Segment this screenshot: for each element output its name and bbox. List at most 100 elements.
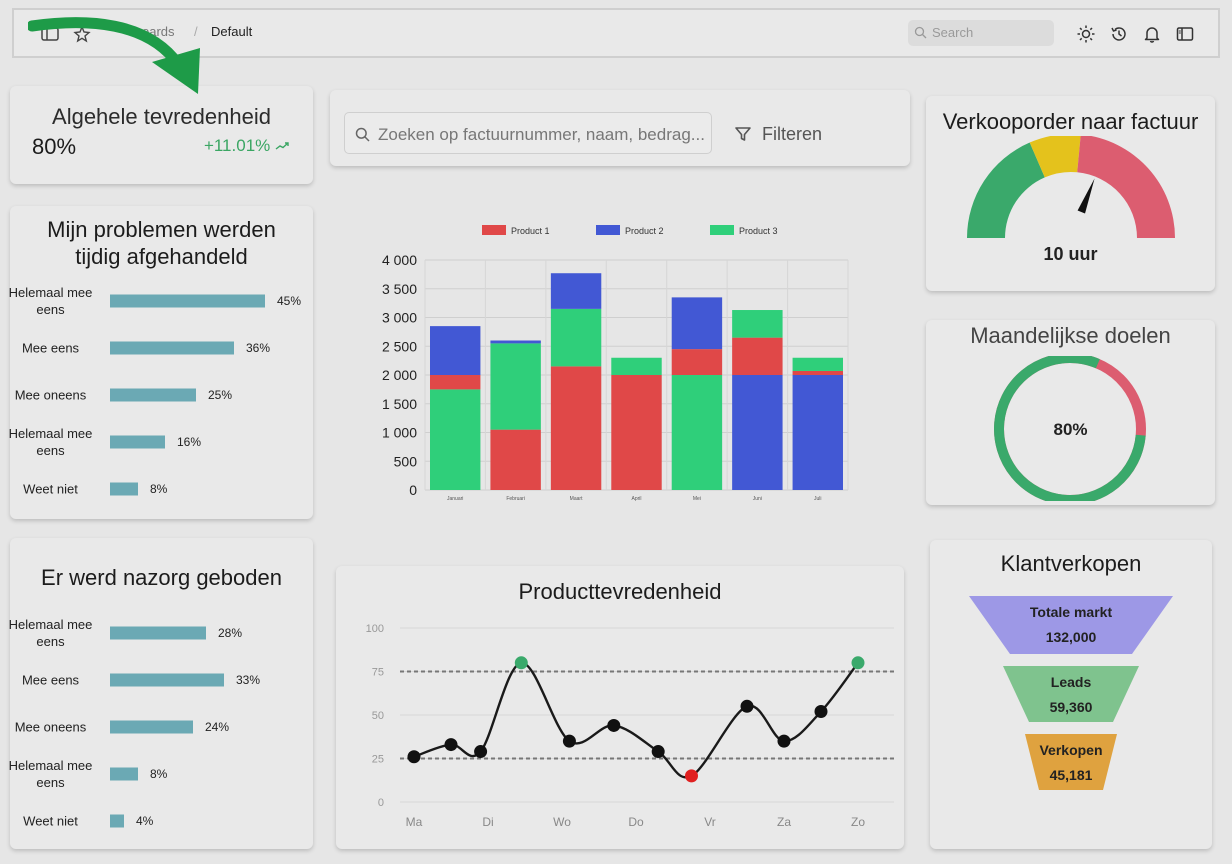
issues-row: Helemaal mee eens 45% bbox=[9, 281, 310, 321]
aftercare-row-percent: 28% bbox=[218, 626, 243, 640]
bar-segment bbox=[430, 389, 481, 490]
invoice-search-input[interactable]: Zoeken op factuurnummer, naam, bedrag... bbox=[344, 112, 712, 154]
top-bar: oards / Default Search bbox=[12, 8, 1220, 58]
issues-row-bar bbox=[110, 482, 138, 496]
bar-segment bbox=[732, 310, 783, 338]
funnel-stage bbox=[969, 596, 1173, 654]
legend-label: Product 1 bbox=[511, 226, 550, 236]
y-tick-label: 4 000 bbox=[382, 252, 417, 268]
sales-funnel bbox=[969, 596, 1173, 790]
x-tick-label: Ma bbox=[406, 815, 423, 829]
aftercare-row-label: Mee oneens bbox=[14, 719, 87, 735]
bar-segment bbox=[550, 366, 602, 490]
order-to-invoice-card: Verkooporder naar factuur 10 uur bbox=[926, 96, 1215, 291]
invoice-search-placeholder: Zoeken op factuurnummer, naam, bedrag... bbox=[378, 125, 705, 144]
issues-row-percent: 8% bbox=[150, 482, 168, 496]
funnel-stage-label: Totale markt bbox=[1029, 604, 1113, 620]
bar-segment bbox=[792, 357, 843, 371]
stacked-bar-chart: Product 1 Product 2 Product 3 0 500 1 000 1 50… bbox=[382, 225, 849, 502]
x-tick-label: Juni bbox=[753, 496, 762, 502]
y-tick-label: 1 500 bbox=[382, 396, 417, 412]
bar-segment bbox=[732, 375, 783, 490]
order-to-invoice-title: Verkooporder naar factuur bbox=[942, 109, 1199, 134]
issues-row: Mee eens 36% bbox=[10, 328, 310, 368]
x-tick-label: Maart bbox=[570, 496, 583, 502]
legend-label: Product 2 bbox=[625, 226, 664, 236]
issues-row-label: Mee oneens bbox=[14, 387, 87, 403]
order-gauge bbox=[967, 136, 1175, 238]
gauge-segment bbox=[967, 142, 1045, 238]
issues-row-bar bbox=[110, 435, 165, 449]
bar-segment bbox=[490, 340, 541, 344]
data-point bbox=[474, 745, 488, 759]
aftercare-row-label: Helemaal mee eens bbox=[8, 617, 93, 649]
issues-row-percent: 36% bbox=[246, 341, 271, 355]
issues-row: Mee oneens 25% bbox=[10, 375, 310, 415]
panel-icon[interactable] bbox=[1175, 24, 1195, 44]
aftercare-title: Er werd nazorg geboden bbox=[41, 565, 282, 590]
product-satisfaction-card: Producttevredenheid 0 25 50 75 100 Ma Di Wo Do Vr… bbox=[336, 566, 904, 849]
history-icon[interactable] bbox=[1109, 24, 1129, 44]
data-point bbox=[685, 769, 698, 783]
funnel-stage-label: Verkopen bbox=[1039, 742, 1103, 758]
data-point bbox=[740, 699, 754, 713]
aftercare-row-bar bbox=[110, 673, 224, 687]
y-tick-label: 3 000 bbox=[382, 310, 417, 326]
issues-row: Helemaal mee eens 16% bbox=[9, 422, 310, 462]
gauge-label: 10 uur bbox=[1043, 244, 1098, 264]
aftercare-row: Weet niet 4% bbox=[10, 801, 310, 841]
monthly-goals-donut bbox=[994, 356, 1146, 501]
funnel-stage-value: 59,360 bbox=[1049, 699, 1093, 715]
overall-satisfaction-delta: +11.01% bbox=[204, 136, 289, 156]
aftercare-row-bar bbox=[110, 814, 124, 828]
overall-satisfaction-card: Algehele tevredenheid 80% +11.01% bbox=[10, 86, 313, 184]
filter-button[interactable]: Filteren bbox=[735, 124, 822, 145]
monthly-goals-title: Maandelijkse doelen bbox=[970, 323, 1171, 348]
bar-segment bbox=[792, 370, 843, 375]
breadcrumb-current: Default bbox=[211, 24, 253, 39]
bar-segment bbox=[732, 337, 783, 375]
aftercare-row: Mee eens 33% bbox=[10, 660, 310, 700]
x-tick-label: Di bbox=[482, 815, 493, 829]
aftercare-row-bar bbox=[110, 626, 206, 640]
x-tick-label: April bbox=[631, 496, 641, 502]
customer-sales-card: Klantverkopen Totale markt 132,000 Leads 59… bbox=[930, 540, 1212, 849]
data-point bbox=[607, 718, 621, 732]
search-input[interactable]: Search bbox=[908, 20, 1054, 46]
x-tick-label: Mei bbox=[693, 496, 701, 502]
y-tick-label: 100 bbox=[366, 623, 384, 635]
funnel-stage bbox=[1025, 734, 1117, 790]
search-placeholder: Search bbox=[932, 25, 974, 40]
aftercare-row-percent: 33% bbox=[236, 673, 261, 687]
search-icon bbox=[914, 26, 927, 39]
customer-sales-title: Klantverkopen bbox=[1000, 551, 1142, 576]
y-tick-label: 1 000 bbox=[382, 425, 417, 441]
sun-icon[interactable] bbox=[1076, 24, 1096, 44]
bell-icon[interactable] bbox=[1142, 24, 1162, 44]
data-point bbox=[514, 656, 528, 670]
aftercare-row-label: Helemaal mee eens bbox=[8, 758, 93, 790]
aftercare-row-percent: 4% bbox=[136, 814, 154, 828]
star-icon[interactable] bbox=[72, 24, 92, 44]
bar-segment bbox=[671, 375, 723, 490]
overall-satisfaction-title: Algehele tevredenheid bbox=[52, 104, 271, 129]
data-point bbox=[814, 705, 828, 719]
product-satisfaction-chart: 0 25 50 75 100 Ma Di Wo Do Vr Za Zo bbox=[366, 623, 894, 829]
y-tick-label: 50 bbox=[372, 710, 384, 722]
aftercare-row: Helemaal mee eens 28% bbox=[9, 613, 310, 653]
issues-row-percent: 16% bbox=[177, 435, 202, 449]
funnel-stage-value: 132,000 bbox=[1045, 629, 1097, 645]
bar-segment bbox=[550, 308, 602, 367]
satisfaction-line bbox=[413, 661, 859, 779]
gauge-segment bbox=[1077, 136, 1175, 238]
issues-row-bar bbox=[110, 388, 196, 402]
funnel-stage bbox=[1003, 666, 1139, 722]
overall-satisfaction-value: 80% bbox=[32, 134, 77, 159]
aftercare-card: Er werd nazorg geboden Helemaal mee eens… bbox=[9, 538, 313, 849]
legend-label: Product 3 bbox=[739, 226, 778, 236]
issues-handled-title: Mijn problemen werden tijdig afgehandeld bbox=[47, 217, 276, 269]
issues-row-bar bbox=[110, 341, 234, 355]
legend-swatch bbox=[596, 225, 620, 235]
x-tick-label: Februari bbox=[506, 496, 525, 502]
issues-row: Weet niet 8% bbox=[10, 469, 310, 509]
